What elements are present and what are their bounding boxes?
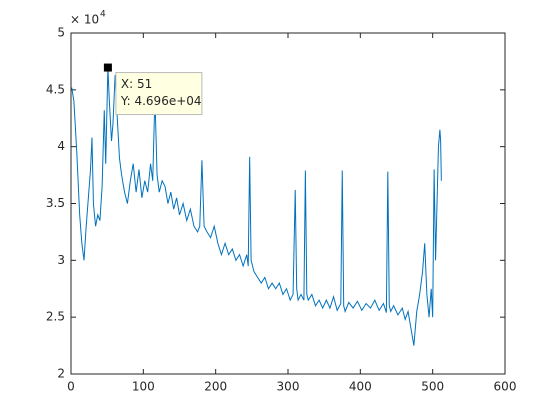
datatip-label: Y: 4.696e+04: [120, 94, 202, 108]
x-tick-label: 0: [67, 380, 75, 394]
y-tick-label: 5: [57, 26, 65, 40]
datatip-label: X: 51: [121, 77, 152, 91]
y-exponent: × 10: [70, 13, 99, 27]
x-tick-label: 500: [421, 380, 444, 394]
y-tick-label: 4: [57, 139, 65, 153]
x-tick-label: 600: [494, 380, 517, 394]
datatip-marker: [103, 63, 112, 72]
y-tick-label: 3.5: [46, 196, 65, 210]
y-tick-label: 2.5: [46, 310, 65, 324]
x-tick-label: 200: [204, 380, 227, 394]
y-exponent-power: 4: [100, 10, 106, 20]
datatip-box: [115, 72, 203, 116]
y-tick-label: 2: [57, 367, 65, 381]
x-tick-label: 300: [277, 380, 300, 394]
y-tick-label: 4.5: [46, 82, 65, 96]
x-tick-label: 100: [132, 380, 155, 394]
datatip: X: 51 Y: 4.696e+04: [115, 72, 203, 116]
x-tick-label: 400: [349, 380, 372, 394]
data-line: [71, 67, 442, 346]
y-tick-label: 3: [57, 253, 65, 267]
